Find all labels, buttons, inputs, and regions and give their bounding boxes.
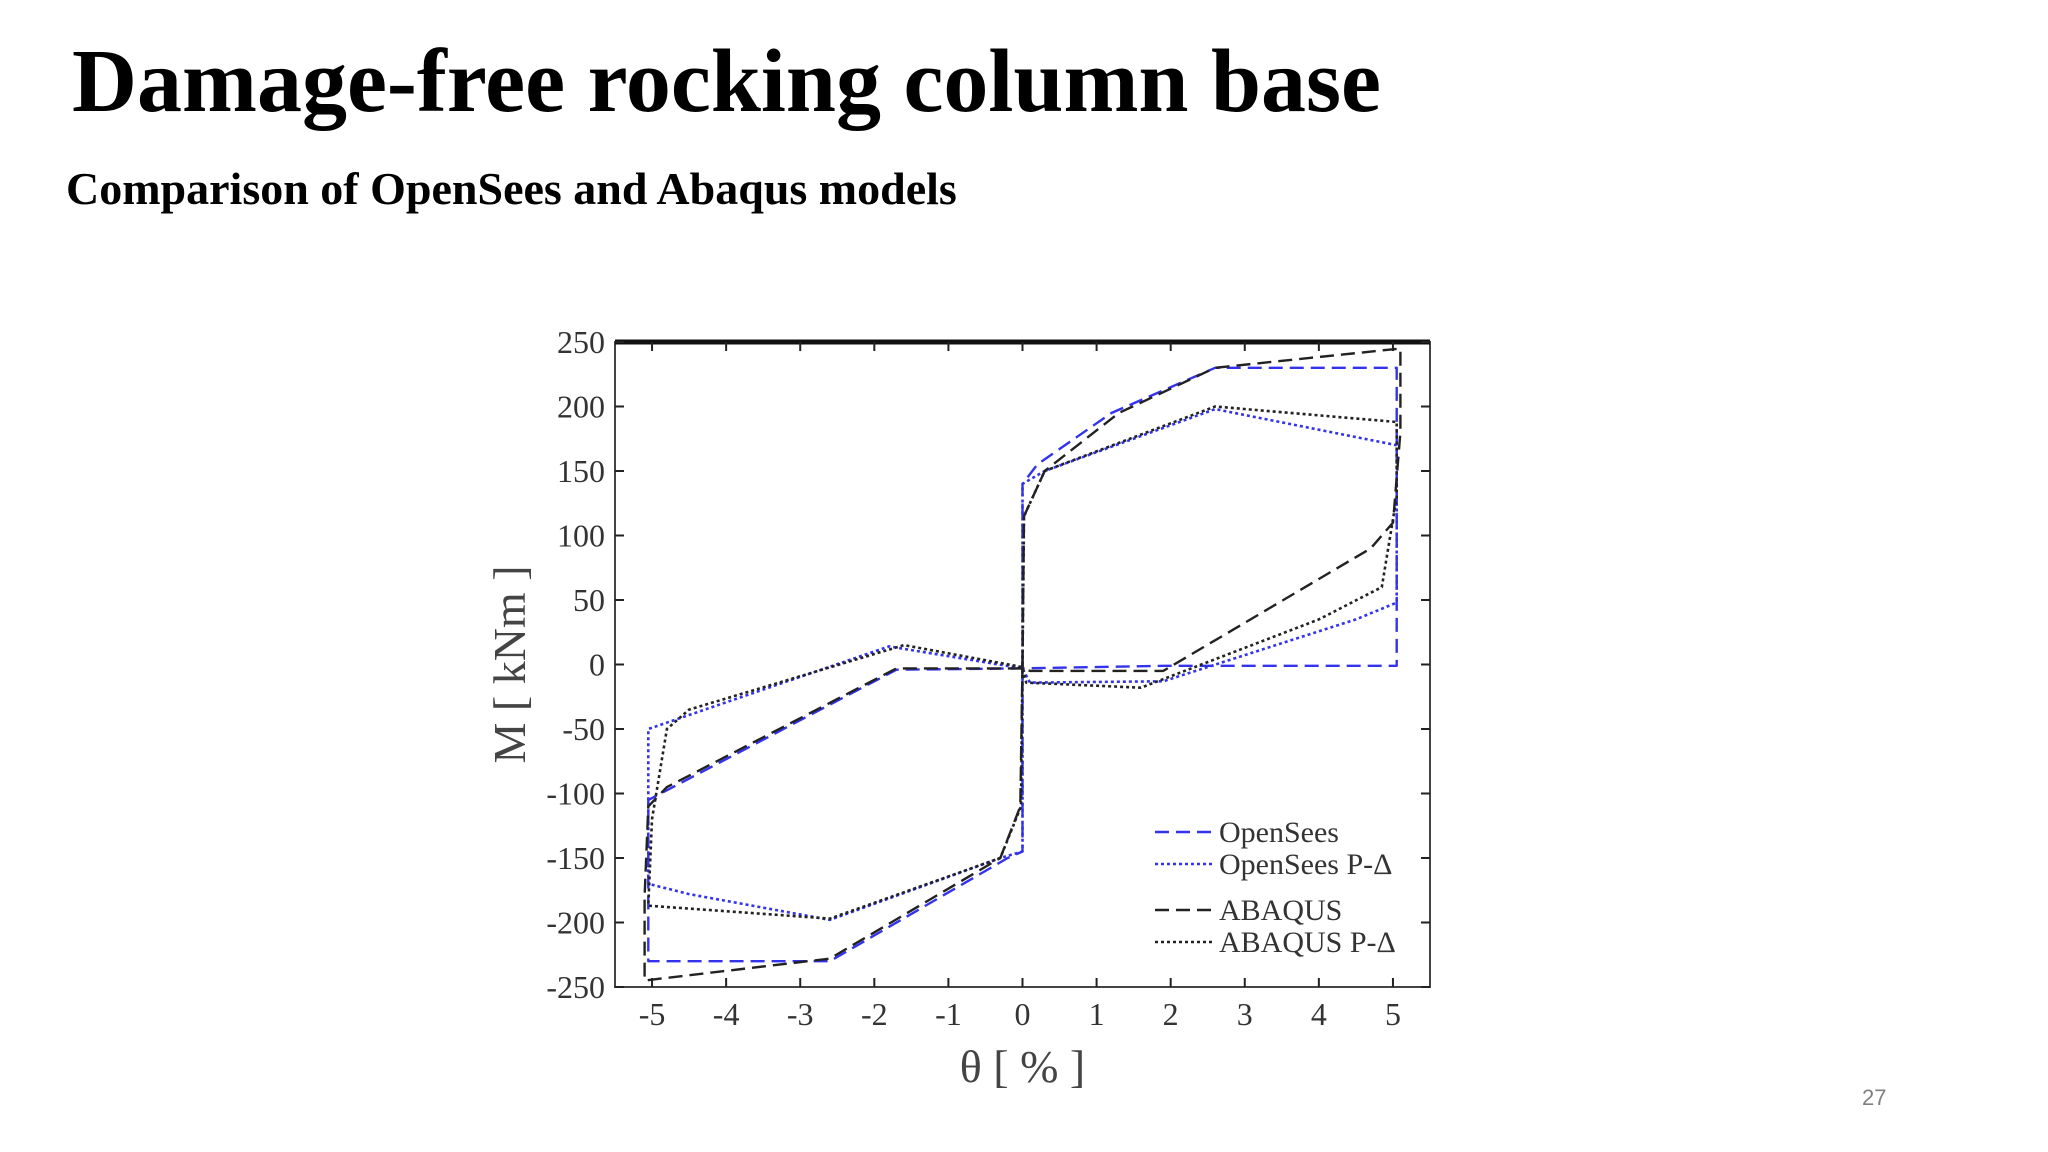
y-tick-label: -150 — [546, 840, 605, 876]
x-tick-label: -5 — [639, 996, 666, 1032]
x-tick-label: 3 — [1237, 996, 1253, 1032]
legend-label-3: ABAQUS P-Δ — [1219, 926, 1396, 959]
page-number: 27 — [1862, 1085, 1887, 1110]
y-tick-label: 50 — [573, 582, 605, 618]
y-axis-label: M [ kNm ] — [484, 565, 535, 763]
x-tick-label: 0 — [1015, 996, 1031, 1032]
y-tick-label: -200 — [546, 905, 605, 941]
series-line-3 — [647, 405, 1399, 920]
legend-label-0: OpenSees — [1219, 816, 1339, 849]
x-tick-label: 4 — [1311, 996, 1327, 1032]
slide-subtitle: Comparison of OpenSees and Abaqus models — [66, 163, 957, 214]
y-tick-label: 200 — [557, 389, 605, 425]
y-tick-label: 0 — [589, 647, 605, 683]
legend-label-1: OpenSees P-Δ — [1219, 848, 1392, 881]
x-tick-label: 1 — [1089, 996, 1105, 1032]
series-line-2 — [643, 347, 1402, 982]
x-tick-label: 5 — [1385, 996, 1401, 1032]
legend-label-2: ABAQUS — [1219, 894, 1342, 927]
x-tick-label: -2 — [861, 996, 888, 1032]
y-tick-label: 250 — [557, 324, 605, 360]
y-tick-label: 150 — [557, 453, 605, 489]
x-tick-label: 2 — [1163, 996, 1179, 1032]
y-tick-label: -250 — [546, 969, 605, 1005]
chart-svg: -5 -4 -3 -2 -1 0 1 2 3 4 5 250 200 150 100 50 0 -50 -100 -1… — [484, 324, 1431, 1092]
x-tick-label: -1 — [935, 996, 962, 1032]
x-tick-label: -4 — [713, 996, 740, 1032]
y-tick-label: -50 — [562, 711, 605, 747]
y-tick-label: 100 — [557, 518, 605, 554]
hysteresis-chart: -5 -4 -3 -2 -1 0 1 2 3 4 5 250 200 150 100 50 0 -50 -100 -1… — [480, 320, 1480, 1120]
y-tick-label: -100 — [546, 776, 605, 812]
x-axis-label: θ [ % ] — [960, 1041, 1086, 1092]
slide-title: Damage-free rocking column base — [72, 32, 1381, 131]
x-tick-label: -3 — [787, 996, 814, 1032]
